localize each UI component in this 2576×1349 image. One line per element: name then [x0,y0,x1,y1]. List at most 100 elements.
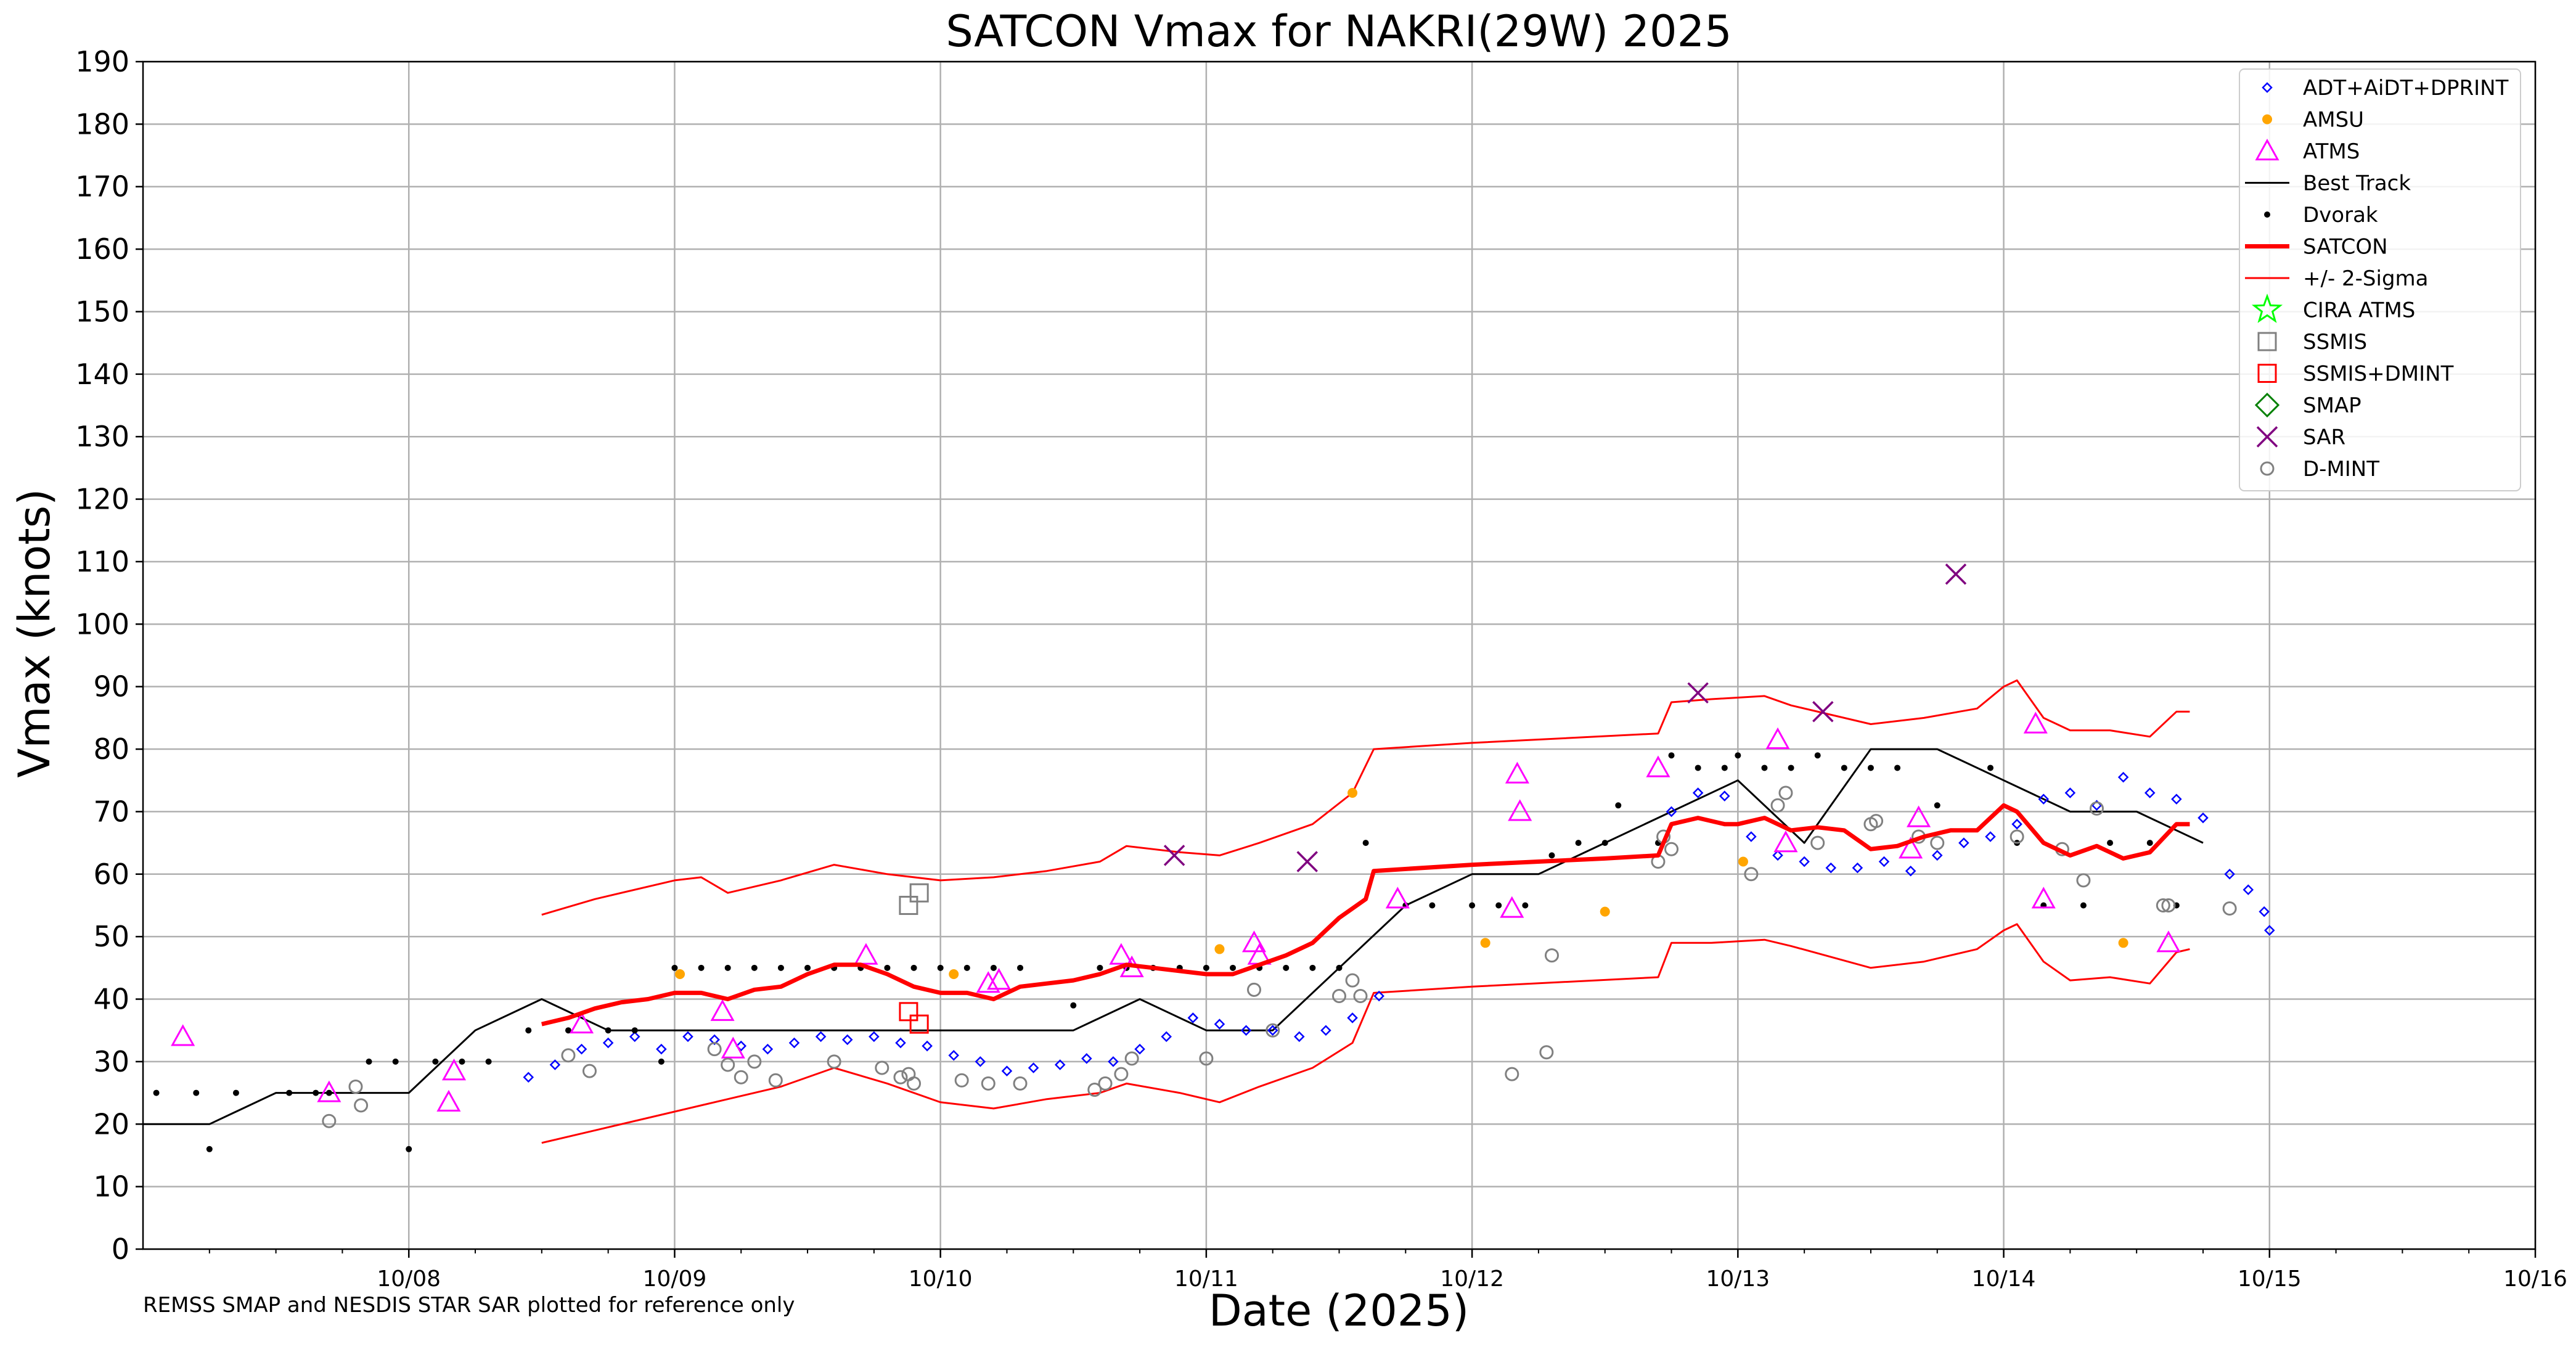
legend-marker-ssmis [2257,332,2277,351]
adt-point [523,1072,534,1083]
legend-marker-sar [2256,426,2278,448]
legend-label: Best Track [2303,171,2411,196]
legend-label: AMSU [2303,108,2364,133]
dmint-point [768,1073,783,1088]
ssmis_dmint-point [899,1002,918,1022]
dmint-point [1539,1045,1554,1060]
chart-title: SATCON Vmax for NAKRI(29W) 2025 [946,6,1732,57]
dmint-point [1505,1067,1519,1081]
adt-series [523,771,2275,1083]
dmint-point [1810,835,1825,850]
dmint-point [954,1073,969,1088]
amsu-point [1480,938,1490,948]
dvorak-point [1495,902,1502,909]
dvorak-point [1362,840,1369,847]
adt-point [682,1031,693,1043]
x-tick-label: 10/13 [1706,1266,1770,1292]
dvorak-point [724,964,731,971]
legend-items: ADT+AiDT+DPRINT AMSU ATMS Best Track Dvorak S… [2245,76,2509,482]
dmint-point [747,1054,762,1069]
dvorak-point [1601,840,1608,847]
amsu-point [2118,938,2128,948]
dmint-point [1247,982,1262,997]
legend-marker-dvorak [2264,211,2270,218]
dvorak-point [1761,765,1768,771]
dvorak-point [1695,765,1701,771]
dvorak-point [1097,964,1103,971]
y-tick-label: 70 [93,795,129,828]
dvorak-point [804,964,811,971]
adt-point [1666,806,1677,818]
dvorak-point [884,964,891,971]
legend-box [2239,68,2521,491]
dvorak-point [1867,765,1874,771]
y-tick-label: 60 [93,858,129,891]
atms-point [436,1089,461,1112]
adt-point [1692,787,1704,798]
adt-point [841,1034,853,1046]
legend-label: D-MINT [2303,457,2379,482]
adt-point [2171,793,2182,805]
dmint-point [1266,1023,1280,1038]
dvorak-point [366,1058,372,1065]
dvorak-point [232,1089,239,1096]
adt-point [1081,1053,1092,1064]
adt-point [1746,831,1757,842]
ssmis-series [899,883,929,915]
best-track-line [143,748,2204,1125]
adt-point [1825,862,1837,874]
dvorak-point [525,1027,532,1034]
atms-point [1109,943,1134,965]
atms-point [2031,887,2056,909]
ssmis_dmint-point [909,1014,929,1034]
y-tick-label: 160 [75,232,129,266]
atms-point [317,1080,341,1102]
legend-label: ADT+AiDT+DPRINT [2303,76,2509,100]
dvorak-point [2080,902,2087,909]
satcon-line [541,803,2190,1027]
adt-point [1958,837,1969,848]
atms-point [2023,711,2048,734]
adt-point [1905,865,1916,877]
dmint-point [827,1054,841,1069]
adt-point [1294,1031,1305,1043]
adt-point [1719,790,1730,802]
x-tick-label: 10/11 [1174,1266,1238,1292]
legend: ADT+AiDT+DPRINT AMSU ATMS Best Track Dvorak S… [2239,68,2521,491]
y-tick-label: 190 [75,45,129,78]
legend-marker-atms [2255,138,2280,161]
dvorak-point [1615,802,1622,809]
atms-point [569,1011,594,1034]
adt-point [629,1031,640,1043]
adt-point [602,1037,614,1049]
atms-point [1646,755,1670,777]
dmint-point [1013,1076,1028,1091]
y-tick-label: 130 [75,420,129,453]
legend-marker-smap [2254,392,2280,418]
dvorak-point [671,964,678,971]
y-tick-label: 90 [93,670,129,703]
dvorak-point [1469,902,1476,909]
x-tick-label: 10/08 [377,1266,441,1292]
dmint-point [1345,973,1360,988]
y-tick-label: 10 [93,1170,129,1203]
best-track-layer [143,748,2204,1125]
dmint-point [354,1098,369,1113]
amsu-point [1347,788,1358,798]
dmint-point [875,1060,889,1075]
y-tick-label: 80 [93,732,129,766]
dvorak-point [751,964,758,971]
legend-label: CIRA ATMS [2303,298,2415,323]
dvorak-point [2146,840,2153,847]
dvorak-point [1841,765,1847,771]
adt-point [709,1034,720,1046]
adt-point [1878,856,1890,867]
adt-point [895,1037,906,1049]
adt-point [948,1049,959,1061]
adt-point [656,1043,667,1055]
dmint-point [2089,801,2104,816]
y-tick-label: 50 [93,920,129,953]
y-tick-label: 170 [75,170,129,203]
dvorak-point [1203,964,1209,971]
sar-point [1163,845,1185,866]
